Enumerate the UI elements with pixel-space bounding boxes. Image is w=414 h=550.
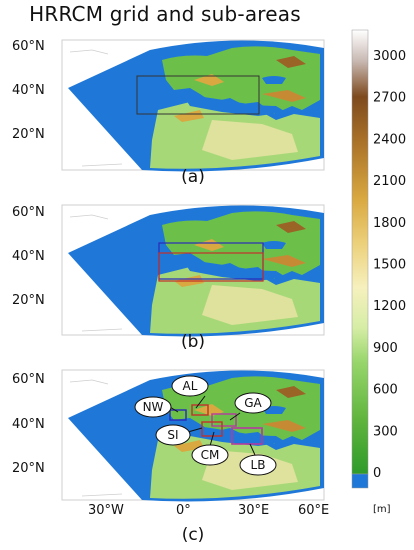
lat-label-a-60: 60°N	[12, 39, 45, 54]
subarea-box-lb	[231, 427, 263, 445]
lat-labels: 60°N 40°N 20°N 60°N 40°N 20°N 60°N 40°N …	[12, 39, 45, 476]
lat-label-a-20: 20°N	[12, 127, 45, 142]
callout-nw: NW	[143, 400, 164, 414]
colorbar-tick-label: 900	[373, 341, 398, 356]
colorbar-tick-label: 2100	[373, 174, 406, 189]
lat-label-c-20: 20°N	[12, 461, 45, 476]
lat-label-b-40: 40°N	[12, 249, 45, 264]
lon-labels: 30°W 0° 30°E 60°E	[88, 503, 329, 518]
subarea-box-ga	[211, 413, 237, 427]
panel-b	[61, 204, 325, 337]
domain-box-red	[158, 252, 264, 282]
lon-label-0: 0°	[176, 503, 191, 518]
callout-lb: LB	[251, 458, 266, 472]
figure-title: HRRCM grid and sub-areas	[29, 2, 301, 26]
panel-label-b: (b)	[181, 332, 205, 352]
colorbar-tick-label: 600	[373, 383, 398, 398]
callout-si: SI	[167, 428, 178, 442]
subarea-box-nw	[169, 409, 187, 421]
colorbar-tick-label: 1200	[373, 299, 406, 314]
callout-al: AL	[183, 379, 198, 393]
colorbar-ocean-swatch	[351, 473, 369, 489]
lat-label-a-40: 40°N	[12, 83, 45, 98]
lat-label-b-60: 60°N	[12, 205, 45, 220]
subarea-box-si	[201, 421, 223, 437]
subarea-callouts: AL NW GA SI CM LB	[134, 375, 277, 476]
lon-label-30w: 30°W	[88, 503, 124, 518]
colorbar-tick-label: 0	[373, 466, 381, 481]
colorbar-tick-label: 2700	[373, 91, 406, 106]
panel-captions: (a) (b) (c)	[181, 167, 205, 545]
callout-cm: CM	[201, 448, 220, 462]
panel-label-a: (a)	[181, 167, 205, 187]
colorbar-gradient	[351, 29, 369, 475]
colorbar-tick-label: 1500	[373, 258, 406, 273]
panel-a	[61, 39, 325, 172]
lat-label-c-60: 60°N	[12, 372, 45, 387]
subarea-box-al	[191, 404, 209, 416]
lon-label-30e: 30°E	[238, 503, 269, 518]
lat-label-c-40: 40°N	[12, 417, 45, 432]
panel-label-c: (c)	[182, 525, 205, 545]
lat-label-b-20: 20°N	[12, 293, 45, 308]
domain-box-a	[136, 75, 260, 115]
colorbar-unit: [m]	[373, 504, 391, 515]
callout-ga: GA	[244, 396, 262, 410]
lon-label-60e: 60°E	[298, 503, 329, 518]
colorbar-tick-label: 1800	[373, 216, 406, 231]
colorbar-tick-label: 300	[373, 424, 398, 439]
colorbar-tick-label: 2400	[373, 132, 406, 147]
panel-c	[61, 369, 325, 502]
colorbar-tick-label: 3000	[373, 49, 406, 64]
